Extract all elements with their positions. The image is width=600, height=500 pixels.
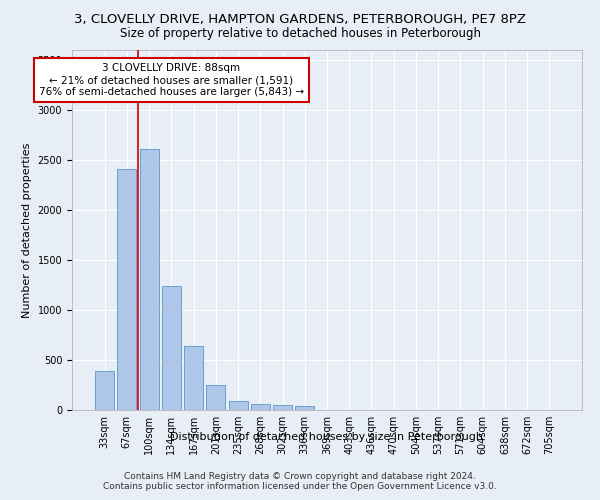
Bar bbox=[251, 404, 270, 410]
Bar bbox=[162, 286, 181, 410]
Text: 3, CLOVELLY DRIVE, HAMPTON GARDENS, PETERBOROUGH, PE7 8PZ: 3, CLOVELLY DRIVE, HAMPTON GARDENS, PETE… bbox=[74, 12, 526, 26]
Bar bbox=[140, 149, 158, 410]
Text: Distribution of detached houses by size in Peterborough: Distribution of detached houses by size … bbox=[170, 432, 484, 442]
Bar bbox=[184, 346, 203, 410]
Bar bbox=[273, 404, 292, 410]
Text: 3 CLOVELLY DRIVE: 88sqm
← 21% of detached houses are smaller (1,591)
76% of semi: 3 CLOVELLY DRIVE: 88sqm ← 21% of detache… bbox=[39, 64, 304, 96]
Bar bbox=[118, 169, 136, 410]
Text: Size of property relative to detached houses in Peterborough: Size of property relative to detached ho… bbox=[119, 28, 481, 40]
Bar bbox=[206, 384, 225, 410]
Text: Contains HM Land Registry data © Crown copyright and database right 2024.
Contai: Contains HM Land Registry data © Crown c… bbox=[103, 472, 497, 491]
Bar bbox=[295, 406, 314, 410]
Bar bbox=[229, 400, 248, 410]
Y-axis label: Number of detached properties: Number of detached properties bbox=[22, 142, 32, 318]
Bar bbox=[95, 371, 114, 410]
